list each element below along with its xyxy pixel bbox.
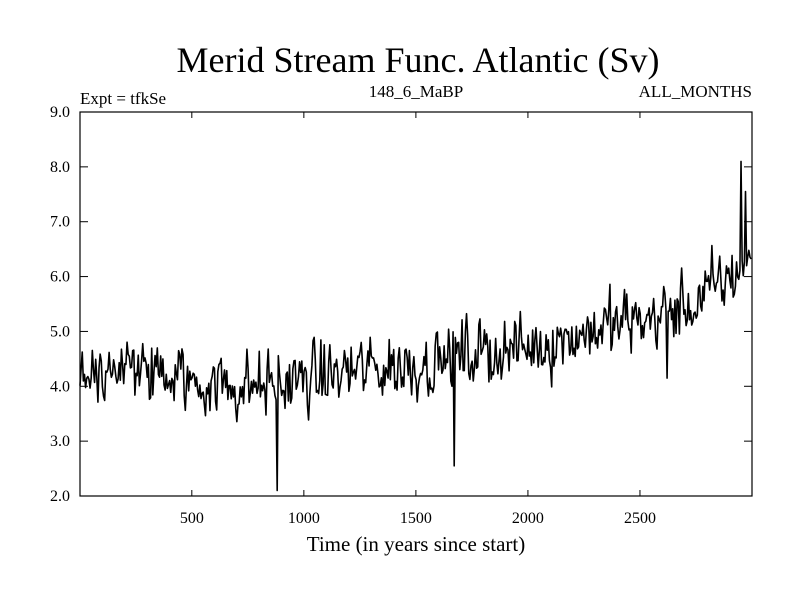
x-tick-label: 2000 xyxy=(512,510,544,527)
y-tick-label: 7.0 xyxy=(50,214,70,231)
subtitle-experiment: Expt = tfkSe xyxy=(80,89,166,108)
y-tick-label: 9.0 xyxy=(50,104,70,121)
axis-ticks xyxy=(80,112,752,496)
y-tick-label: 4.0 xyxy=(50,378,70,395)
y-tick-label: 5.0 xyxy=(50,323,70,340)
x-tick-label: 1500 xyxy=(400,510,432,527)
y-tick-label: 3.0 xyxy=(50,433,70,450)
plot-frame xyxy=(79,111,753,497)
x-axis-label: Time (in years since start) xyxy=(307,532,526,556)
subtitle-months: ALL_MONTHS xyxy=(639,82,752,101)
x-tick-label: 2500 xyxy=(624,510,656,527)
axis-tick-labels: 500 1000 1500 2000 2500 2.0 3.0 4.0 5.0 6.0 7.0 8.0… xyxy=(50,104,656,527)
chart-title: Merid Stream Func. Atlantic (Sv) xyxy=(177,40,660,80)
data-series-group xyxy=(79,160,752,492)
y-tick-label: 6.0 xyxy=(50,269,70,286)
y-tick-label: 2.0 xyxy=(50,488,70,505)
subtitle-age: 148_6_MaBP xyxy=(369,82,463,101)
y-tick-label: 8.0 xyxy=(50,159,70,176)
x-tick-label: 500 xyxy=(180,510,204,527)
series-line xyxy=(79,160,752,492)
x-tick-label: 1000 xyxy=(288,510,320,527)
